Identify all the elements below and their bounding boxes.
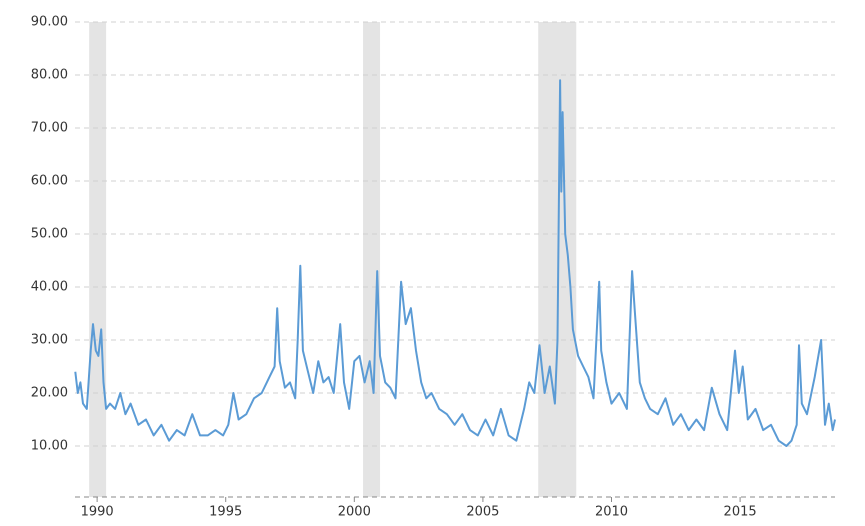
x-tick-label: 2015	[724, 505, 757, 520]
y-tick-label: 50.00	[31, 227, 68, 242]
y-tick-label: 70.00	[31, 121, 68, 136]
x-tick-label: 2010	[595, 505, 628, 520]
y-tick-label: 40.00	[31, 280, 68, 295]
y-tick-label: 30.00	[31, 333, 68, 348]
recession-band	[363, 22, 381, 497]
y-tick-label: 10.00	[31, 439, 68, 454]
y-tick-label: 90.00	[31, 15, 68, 30]
y-tick-label: 60.00	[31, 174, 68, 189]
recession-band	[89, 22, 107, 497]
y-tick-label: 20.00	[31, 386, 68, 401]
x-tick-label: 1990	[81, 505, 114, 520]
x-tick-label: 1995	[209, 505, 242, 520]
recession-band	[538, 22, 577, 497]
y-tick-label: 80.00	[31, 68, 68, 83]
series-line	[74, 79, 836, 447]
x-tick-label: 2000	[338, 505, 371, 520]
x-tick-label: 2005	[466, 505, 499, 520]
